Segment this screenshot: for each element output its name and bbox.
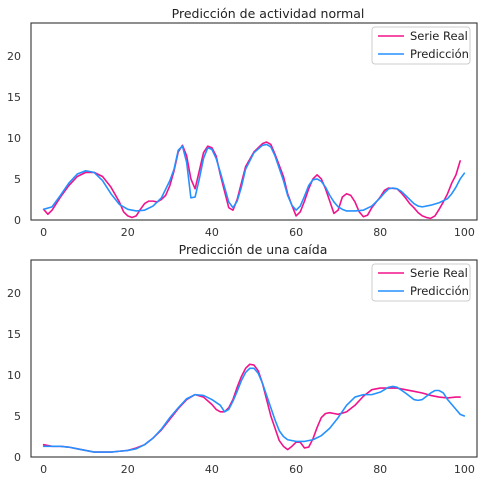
chart-normal-activity: Predicción de actividad normal 0 20 40 60 80… — [7, 6, 478, 239]
y-tick-label: 10 — [7, 369, 21, 382]
y-tick-label: 15 — [7, 91, 21, 104]
legend-label-serie-real: Serie Real — [410, 266, 468, 280]
x-tick-label: 100 — [454, 463, 475, 476]
y-tick-label: 5 — [14, 173, 21, 186]
series-line-serie-real — [42, 363, 461, 453]
x-tick-label: 0 — [40, 226, 47, 239]
x-tick-label: 40 — [205, 463, 219, 476]
x-tick-label: 80 — [373, 463, 387, 476]
chart-title: Predicción de actividad normal — [172, 6, 365, 21]
legend-label-prediccion: Predicción — [410, 284, 469, 298]
x-tick-label: 0 — [40, 463, 47, 476]
chart-fall-prediction: Predicción de una caída 0 20 40 60 80 100 0 5 1… — [7, 242, 478, 476]
x-tick-label: 80 — [373, 226, 387, 239]
legend-label-prediccion: Predicción — [410, 47, 469, 61]
legend: Serie Real Predicción — [371, 263, 471, 302]
x-tick-label: 20 — [121, 226, 135, 239]
series-lines — [42, 363, 466, 453]
y-axis: 0 5 10 15 20 — [7, 50, 21, 227]
y-tick-label: 20 — [7, 287, 21, 300]
plot-frame — [30, 259, 478, 458]
series-lines — [42, 141, 466, 220]
y-tick-label: 5 — [14, 410, 21, 423]
x-tick-label: 100 — [454, 226, 475, 239]
series-line-serie-real — [42, 141, 461, 220]
x-tick-label: 60 — [289, 226, 303, 239]
x-tick-label: 60 — [289, 463, 303, 476]
y-axis: 0 5 10 15 20 — [7, 287, 21, 464]
series-line-prediccion — [42, 143, 466, 212]
y-tick-label: 0 — [14, 214, 21, 227]
x-axis: 0 20 40 60 80 100 — [40, 226, 475, 239]
series-line-prediccion — [42, 367, 466, 453]
chart-title: Predicción de una caída — [179, 242, 328, 257]
plot-frame — [30, 22, 478, 221]
y-tick-label: 10 — [7, 132, 21, 145]
y-tick-label: 0 — [14, 451, 21, 464]
y-tick-label: 15 — [7, 328, 21, 341]
x-tick-label: 40 — [205, 226, 219, 239]
x-axis: 0 20 40 60 80 100 — [40, 463, 475, 476]
legend: Serie Real Predicción — [371, 26, 471, 65]
legend-label-serie-real: Serie Real — [410, 29, 468, 43]
x-tick-label: 20 — [121, 463, 135, 476]
y-tick-label: 20 — [7, 50, 21, 63]
